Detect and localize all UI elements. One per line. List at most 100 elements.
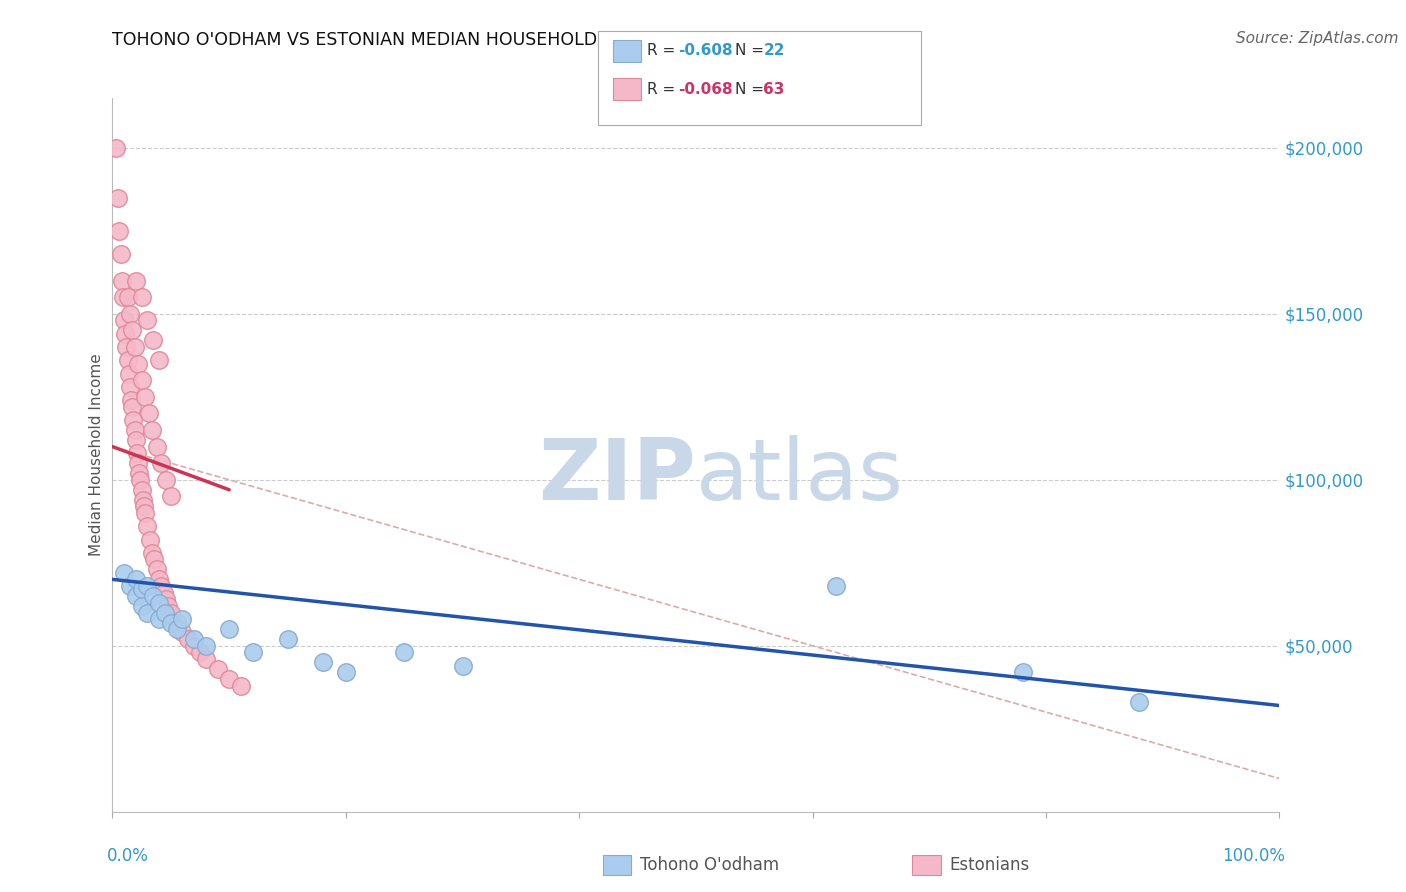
Point — [118, 367, 141, 381]
Text: 63: 63 — [763, 82, 785, 96]
Point — [1011, 665, 1033, 680]
Point — [311, 656, 333, 670]
Point — [183, 632, 205, 647]
Point — [136, 606, 159, 620]
Point — [183, 639, 205, 653]
Point — [131, 582, 153, 597]
Point — [129, 473, 152, 487]
Point — [207, 662, 229, 676]
Point — [112, 566, 135, 580]
Point — [142, 334, 165, 348]
Point — [451, 658, 474, 673]
Point — [111, 290, 134, 304]
Point — [124, 423, 146, 437]
Text: ZIP: ZIP — [538, 434, 696, 518]
Point — [150, 579, 173, 593]
Text: Tohono O'odham: Tohono O'odham — [640, 856, 779, 874]
Point — [172, 612, 194, 626]
Point — [127, 357, 149, 371]
Point — [153, 606, 176, 620]
Point — [125, 274, 148, 288]
Point — [117, 353, 139, 368]
Point — [218, 622, 240, 636]
Point — [153, 585, 176, 599]
Point — [242, 645, 264, 659]
Point — [194, 639, 217, 653]
Point — [125, 589, 148, 603]
Point — [218, 672, 240, 686]
Point — [229, 679, 252, 693]
Point — [392, 645, 416, 659]
Point — [110, 247, 132, 261]
Point — [148, 573, 170, 587]
Text: N =: N = — [735, 44, 769, 58]
Point — [188, 645, 211, 659]
Point — [131, 483, 153, 497]
Point — [157, 599, 180, 613]
Point — [155, 473, 177, 487]
Point — [115, 340, 138, 354]
Point — [114, 326, 136, 341]
Point — [166, 622, 188, 636]
Text: 22: 22 — [763, 44, 785, 58]
Point — [124, 340, 146, 354]
Text: atlas: atlas — [696, 434, 904, 518]
Point — [143, 552, 166, 566]
Point — [112, 313, 135, 327]
Text: -0.068: -0.068 — [678, 82, 733, 96]
Text: 0.0%: 0.0% — [107, 847, 149, 865]
Point — [136, 519, 159, 533]
Point — [111, 274, 134, 288]
Point — [134, 390, 156, 404]
Point — [160, 606, 183, 620]
Point — [1128, 695, 1150, 709]
Text: N =: N = — [735, 82, 769, 96]
Text: Source: ZipAtlas.com: Source: ZipAtlas.com — [1236, 31, 1399, 46]
Point — [134, 506, 156, 520]
Point — [177, 632, 200, 647]
Point — [127, 456, 149, 470]
Text: TOHONO O'ODHAM VS ESTONIAN MEDIAN HOUSEHOLD INCOME CORRELATION CHART: TOHONO O'ODHAM VS ESTONIAN MEDIAN HOUSEH… — [112, 31, 868, 49]
Point — [117, 290, 139, 304]
Point — [118, 579, 141, 593]
Text: 100.0%: 100.0% — [1222, 847, 1285, 865]
Point — [148, 353, 170, 368]
Point — [141, 546, 163, 560]
Point — [136, 313, 159, 327]
Point — [131, 373, 153, 387]
Point — [148, 596, 170, 610]
Point — [146, 562, 169, 576]
Point — [160, 615, 183, 630]
Point — [172, 625, 194, 640]
Point — [276, 632, 298, 647]
Point — [108, 224, 131, 238]
Point — [131, 290, 153, 304]
Point — [120, 393, 142, 408]
Point — [121, 323, 143, 337]
Point — [118, 380, 141, 394]
Point — [142, 589, 165, 603]
Point — [148, 612, 170, 626]
Point — [125, 433, 148, 447]
Point — [107, 191, 129, 205]
Point — [122, 413, 145, 427]
Text: R =: R = — [647, 82, 681, 96]
Point — [141, 423, 163, 437]
Point — [150, 456, 173, 470]
Point — [121, 400, 143, 414]
Point — [146, 440, 169, 454]
Point — [125, 446, 148, 460]
Y-axis label: Median Household Income: Median Household Income — [89, 353, 104, 557]
Point — [155, 592, 177, 607]
Text: R =: R = — [647, 44, 681, 58]
Point — [125, 573, 148, 587]
Point — [132, 492, 155, 507]
Point — [136, 579, 159, 593]
Point — [194, 652, 217, 666]
Point — [166, 615, 188, 630]
Text: -0.608: -0.608 — [678, 44, 733, 58]
Point — [825, 579, 848, 593]
Text: Estonians: Estonians — [949, 856, 1029, 874]
Point — [131, 599, 153, 613]
Point — [118, 307, 141, 321]
